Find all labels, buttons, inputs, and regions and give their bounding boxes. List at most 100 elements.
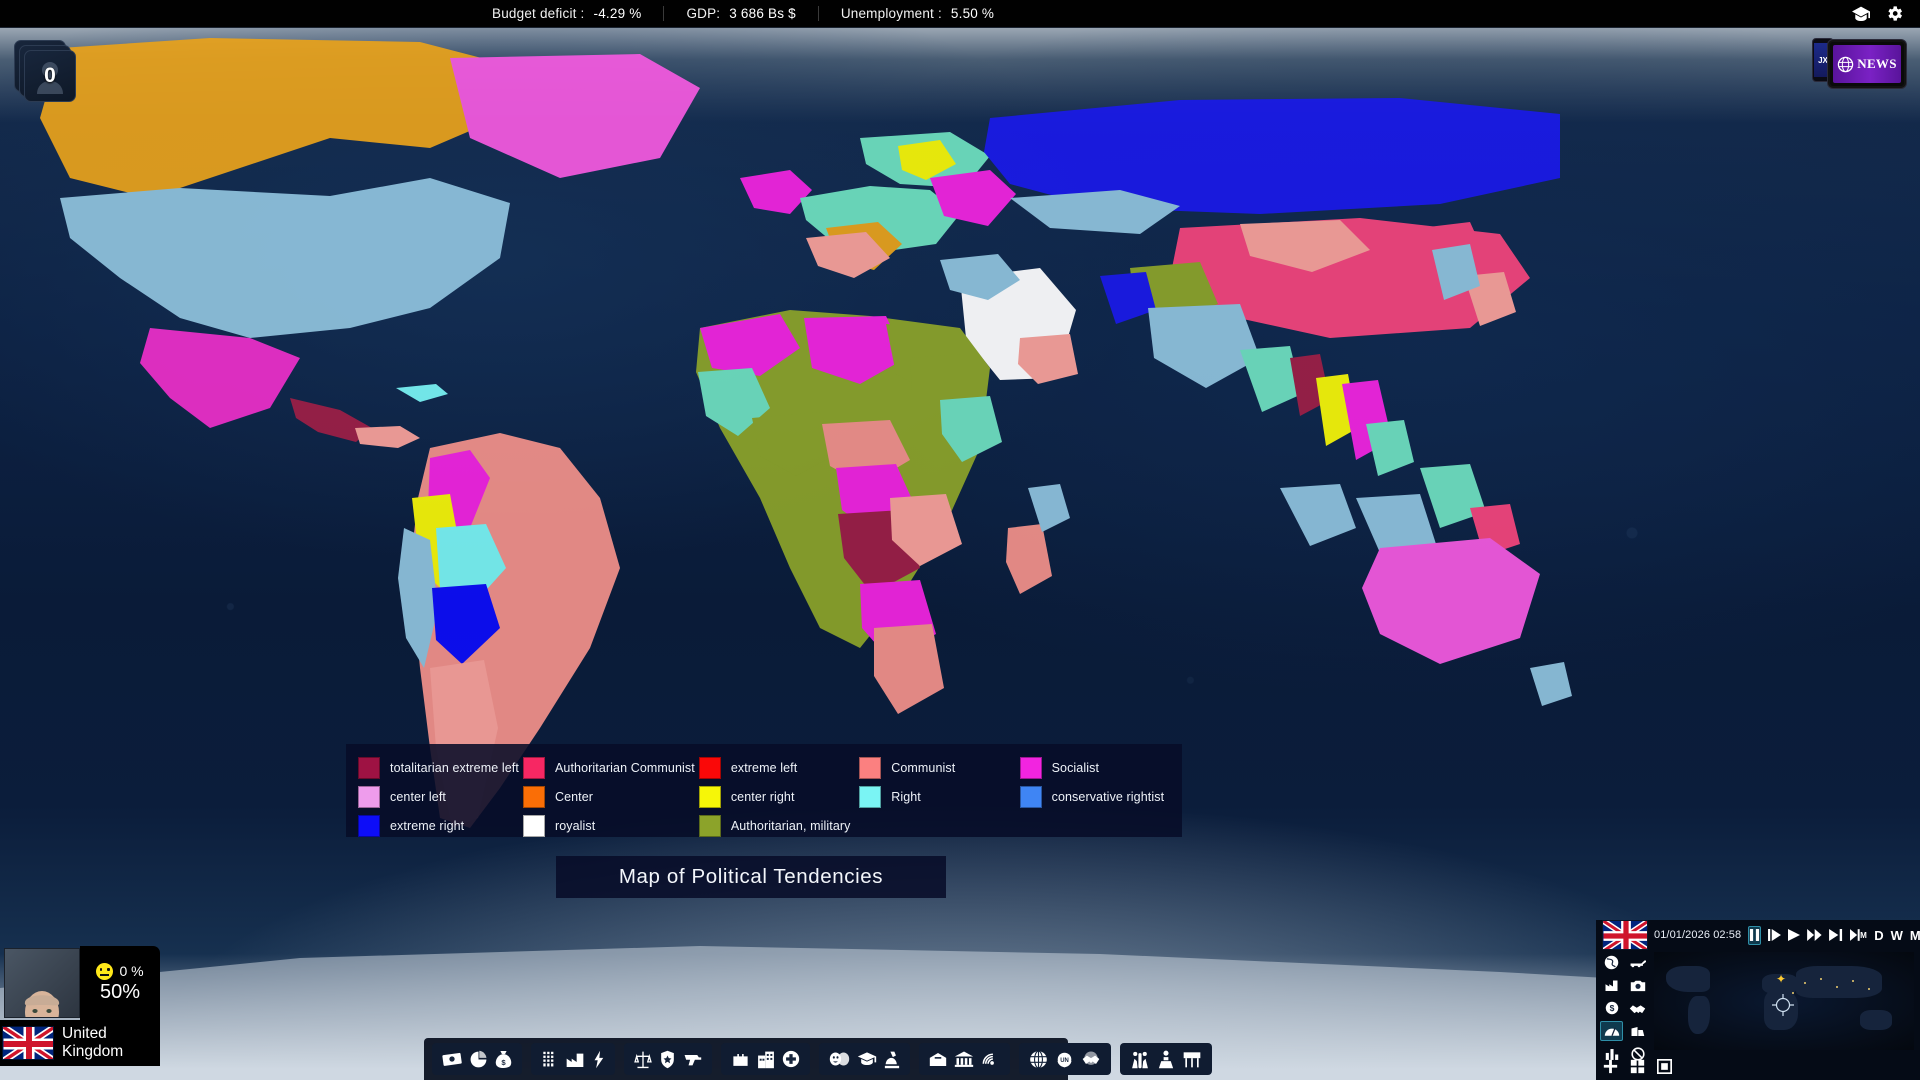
svg-text:UN: UN [1060,1058,1069,1064]
leader-portrait[interactable] [4,948,80,1018]
player-stats: 0 % 50% [80,946,160,1020]
map-legend: totalitarian extreme left Authoritarian … [346,744,1182,837]
health-group[interactable] [721,1043,810,1075]
map-mode-political-tendencies-icon[interactable] [1600,1021,1623,1041]
top-bar-actions [1851,4,1920,23]
legend-swatch [358,756,380,779]
map-mode-industry-icon[interactable] [1600,975,1623,995]
map-countries-layer [0,38,1920,1080]
map-mode-media-camera-icon[interactable] [1626,975,1649,995]
speed-day-button[interactable]: speed-day-buttonD [1874,927,1884,943]
legend-item[interactable]: totalitarian extreme left [354,753,519,782]
player-panel[interactable]: 0 % 50% United Kingdom [0,946,160,1080]
map-mode-diplomacy-handshake-icon[interactable] [1626,998,1649,1018]
globe-icon [1030,1050,1047,1068]
stat-gdp-value: 3 686 Bs $ [729,6,796,21]
grid-view-button[interactable] [1627,1056,1647,1076]
broadcast-icon [982,1053,994,1065]
legend-label: center left [390,789,446,804]
legend-item[interactable]: extreme right [354,811,519,840]
banknote-icon [442,1052,462,1066]
economy-group[interactable]: $ [432,1043,522,1075]
society-group[interactable] [1120,1043,1212,1075]
legend-item[interactable]: extreme left [695,753,855,782]
neutral-face-icon [96,962,114,980]
legend-label: Communist [891,760,956,775]
legend-item[interactable]: Center [519,782,695,811]
legend-item[interactable]: center right [695,782,855,811]
legend-label: Right [891,789,921,804]
step-button[interactable] [1768,926,1782,945]
institutions-group[interactable] [919,1043,1010,1075]
news-screen: NEWS [1833,45,1901,83]
map-mode-military-tank-icon[interactable] [1626,952,1649,972]
speed-month-button[interactable]: M [1909,927,1920,943]
minimap-event-star: ✦ [1776,972,1787,986]
handgun-icon [684,1055,702,1066]
energy-bolt-icon [594,1050,604,1068]
legend-label: extreme left [730,760,798,775]
top-status-bar: Budget deficit : -4.29 % GDP: 3 686 Bs $… [0,0,1920,28]
card-front[interactable]: 0 [24,50,76,102]
phone-app-label: JX [1818,55,1828,65]
legend-item[interactable]: Communist [855,753,1015,782]
view-buttons [1600,1056,1674,1076]
medical-cross-icon [782,1050,800,1068]
play-button[interactable] [1788,926,1801,945]
legend-item-empty [1016,811,1176,840]
legend-item[interactable]: Authoritarian, military [695,811,855,840]
map-mode-no-entry-icon[interactable] [1626,1044,1649,1064]
legend-swatch [522,756,545,779]
people-celebrate-icon [1132,1051,1148,1068]
legend-item[interactable]: Authoritarian Communist [519,753,695,782]
legend-item[interactable]: conservative rightist [1016,782,1176,811]
minimap[interactable]: ✦ [1654,952,1914,1050]
speed-week-button[interactable]: W [1890,927,1903,943]
map-mode-economy-dollar-icon[interactable]: $ [1600,998,1623,1018]
legend-swatch [358,785,380,808]
legend-swatch [859,756,882,779]
settings-gear-icon[interactable] [1885,4,1904,23]
zoom-in-plus-button[interactable] [1600,1056,1620,1076]
map-mode-intelligence-icon[interactable] [1626,1021,1649,1041]
legend-item[interactable]: center left [354,782,519,811]
pending-characters-counter[interactable]: 0 [14,40,76,102]
minimap-viewport-crosshair[interactable] [1772,994,1794,1016]
factory-icon [566,1053,584,1067]
legend-label: conservative rightist [1051,789,1165,804]
tutorial-cap-icon[interactable] [1851,5,1871,23]
stat-budget-deficit: Budget deficit : -4.29 % [470,6,663,21]
legend-swatch [522,814,545,837]
legend-item[interactable]: Right [855,782,1015,811]
pie-chart-money-icon [470,1050,487,1067]
map-mode-statistics-bars-icon[interactable] [1600,1044,1623,1064]
foreign-group[interactable]: UN [1019,1043,1111,1075]
theatre-masks-icon [829,1052,850,1066]
fullscreen-view-button[interactable] [1654,1056,1674,1076]
hospital-building-icon [758,1051,774,1068]
industry-group[interactable] [531,1043,615,1075]
briefcase-icon [733,1053,748,1066]
economy-stats: Budget deficit : -4.29 % GDP: 3 686 Bs $… [470,6,1016,21]
person-silhouette-icon [37,62,63,94]
justice-group[interactable] [624,1043,712,1075]
approval-value: 0 % [119,963,144,979]
legend-label: Center [554,789,594,804]
skip-to-end-button[interactable] [1829,926,1843,945]
fast-forward-button[interactable] [1807,926,1822,945]
microscope-icon [884,1051,900,1068]
game-datetime: 01/01/2026 02:58 [1654,929,1742,941]
legend-label: center right [730,789,795,804]
map-title: Map of Political Tendencies [618,865,884,888]
pause-button[interactable] [1748,925,1762,945]
culture-group[interactable] [819,1043,910,1075]
legend-swatch [698,814,721,837]
news-tv-widget[interactable]: NEWS [1828,40,1906,88]
skip-month-button[interactable]: M [1850,926,1867,945]
legend-swatch [358,814,380,837]
legend-item[interactable]: Socialist [1016,753,1176,782]
country-bar[interactable]: United Kingdom [0,1020,160,1066]
legend-item[interactable]: royalist [519,811,695,840]
map-mode-world-icon[interactable] [1600,952,1623,972]
globe-icon [1838,56,1854,72]
